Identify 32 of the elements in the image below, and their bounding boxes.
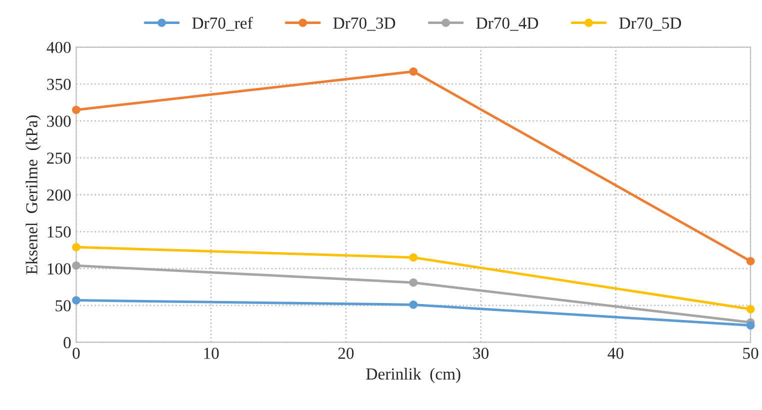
y-tick-label: 0	[64, 337, 71, 348]
x-tick-label: 30	[473, 348, 489, 359]
y-tick-label: 150	[48, 226, 71, 238]
point	[72, 106, 80, 114]
point	[72, 261, 80, 270]
legend-label: Dr70_ref	[192, 16, 253, 31]
point	[409, 253, 418, 262]
y-tick-label: 250	[47, 152, 71, 164]
point	[409, 67, 418, 76]
point	[72, 296, 80, 304]
x-tick-label: 10	[204, 348, 219, 359]
point	[746, 257, 755, 266]
y-tick-label: 400	[46, 42, 71, 54]
y-tick-label: 300	[47, 116, 71, 127]
x-tick-label: 50	[743, 348, 758, 359]
y-tick-label: 100	[48, 263, 71, 274]
point	[746, 304, 755, 314]
legend-label: Dr70_4D	[476, 18, 538, 31]
x-axis-title: Derinlik (cm)	[366, 368, 460, 383]
point	[409, 300, 418, 309]
y-tick-label: 350	[47, 78, 71, 90]
point	[72, 242, 80, 252]
x-tick-label: 0	[72, 348, 80, 359]
legend-label: Dr70_5D	[619, 18, 682, 31]
point	[746, 321, 755, 330]
point	[409, 278, 418, 287]
legend-label: Dr70_3D	[333, 18, 396, 31]
y-axis-title: Eksenel Gerilme (kPa)	[26, 115, 41, 274]
x-tick-label: 40	[608, 348, 624, 359]
x-tick-label: 20	[338, 348, 354, 359]
y-tick-label: 200	[47, 189, 71, 201]
y-tick-label: 50	[56, 300, 71, 312]
